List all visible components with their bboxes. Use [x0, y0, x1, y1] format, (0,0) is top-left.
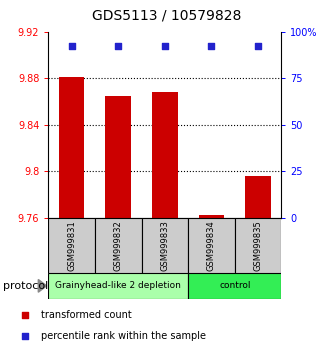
Point	[69, 43, 74, 48]
Bar	[95, 218, 142, 273]
Bar	[59, 77, 85, 218]
Text: GSM999832: GSM999832	[114, 220, 123, 270]
Bar	[48, 218, 95, 273]
Text: control: control	[219, 281, 250, 290]
Bar	[142, 218, 188, 273]
Text: GSM999831: GSM999831	[67, 220, 76, 270]
Point	[22, 312, 27, 318]
Bar	[188, 273, 281, 299]
Text: GSM999833: GSM999833	[160, 220, 169, 270]
Text: protocol: protocol	[3, 281, 49, 291]
Point	[22, 333, 27, 339]
Text: GSM999835: GSM999835	[253, 220, 263, 270]
Text: Grainyhead-like 2 depletion: Grainyhead-like 2 depletion	[55, 281, 181, 290]
Text: percentile rank within the sample: percentile rank within the sample	[41, 331, 206, 341]
Bar	[152, 92, 178, 218]
Bar	[188, 218, 235, 273]
Bar	[48, 273, 188, 299]
Bar	[198, 215, 224, 218]
Bar	[245, 176, 271, 218]
Text: GDS5113 / 10579828: GDS5113 / 10579828	[92, 9, 241, 23]
Polygon shape	[38, 280, 47, 292]
Bar	[105, 96, 131, 218]
Point	[209, 43, 214, 48]
Text: transformed count: transformed count	[41, 309, 132, 320]
Point	[162, 43, 167, 48]
Text: GSM999834: GSM999834	[207, 220, 216, 270]
Point	[116, 43, 121, 48]
Bar	[235, 218, 281, 273]
Point	[255, 43, 261, 48]
